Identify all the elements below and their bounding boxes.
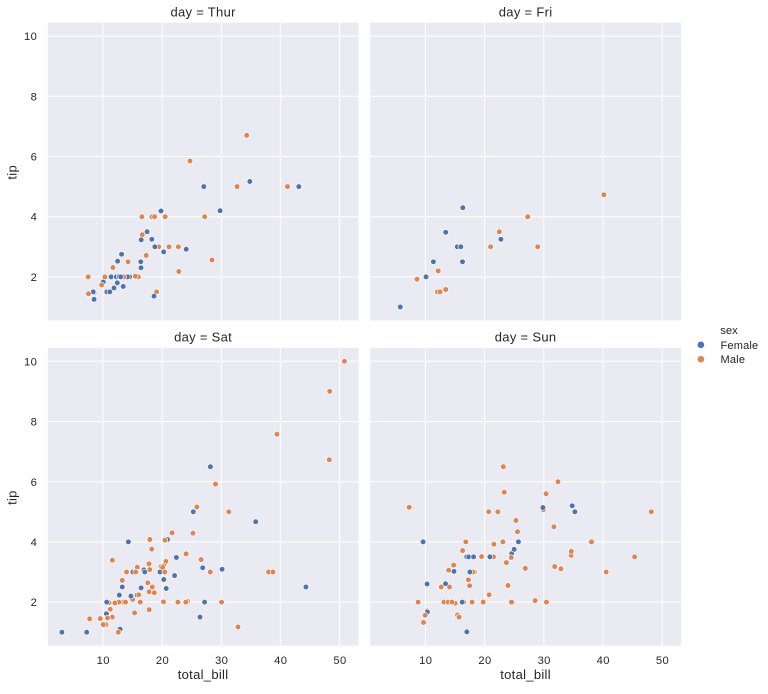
svg-text:6: 6 (31, 477, 38, 489)
svg-text:Female: Female (721, 340, 759, 352)
svg-text:20: 20 (478, 655, 491, 667)
svg-text:20: 20 (156, 655, 169, 667)
svg-text:day = Thur: day = Thur (170, 4, 236, 19)
svg-text:10: 10 (97, 655, 110, 667)
svg-text:8: 8 (31, 91, 38, 103)
svg-text:total_bill: total_bill (500, 667, 551, 682)
svg-text:day = Fri: day = Fri (499, 4, 553, 19)
svg-text:4: 4 (31, 212, 38, 224)
svg-text:4: 4 (31, 537, 38, 549)
svg-text:10: 10 (24, 356, 37, 368)
svg-text:50: 50 (656, 655, 669, 667)
svg-text:40: 40 (274, 655, 287, 667)
svg-text:sex: sex (720, 325, 738, 337)
svg-text:10: 10 (24, 31, 37, 43)
svg-text:40: 40 (597, 655, 610, 667)
svg-text:total_bill: total_bill (178, 667, 229, 682)
svg-text:tip: tip (4, 165, 19, 180)
svg-text:8: 8 (31, 417, 38, 429)
svg-text:2: 2 (31, 272, 38, 284)
svg-text:Male: Male (721, 354, 746, 366)
svg-text:50: 50 (333, 655, 346, 667)
svg-text:10: 10 (419, 655, 432, 667)
svg-text:2: 2 (31, 597, 38, 609)
svg-text:6: 6 (31, 152, 38, 164)
svg-text:day = Sun: day = Sun (495, 330, 557, 345)
svg-text:day = Sat: day = Sat (174, 330, 232, 345)
svg-text:30: 30 (538, 655, 551, 667)
svg-text:tip: tip (4, 490, 19, 505)
svg-text:30: 30 (215, 655, 228, 667)
